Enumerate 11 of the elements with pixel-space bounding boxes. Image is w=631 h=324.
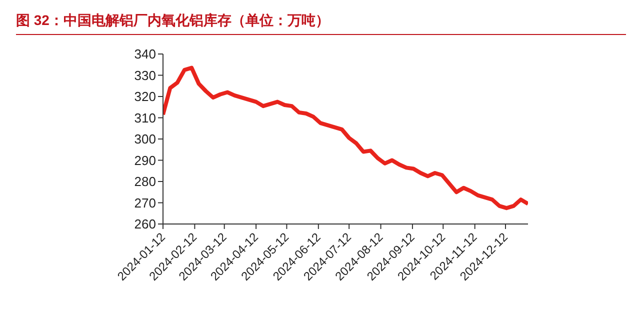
y-tick-label: 320 <box>134 89 156 104</box>
y-tick-label: 260 <box>134 216 156 232</box>
line-series <box>163 66 528 210</box>
chart-title: 图 32：中国电解铝厂内氧化铝库存（单位：万吨） <box>15 11 330 30</box>
y-tick-label: 280 <box>134 174 156 190</box>
y-tick-label: 310 <box>134 110 156 126</box>
y-tick-label: 290 <box>134 152 156 168</box>
y-tick-label: 300 <box>134 132 156 147</box>
y-tick-label: 270 <box>134 195 156 210</box>
y-tick-label: 340 <box>134 46 156 62</box>
y-tick-label: 330 <box>134 68 156 83</box>
